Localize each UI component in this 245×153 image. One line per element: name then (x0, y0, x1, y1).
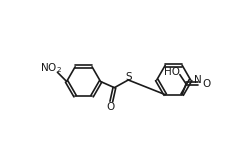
Text: N: N (194, 75, 201, 85)
Text: O: O (106, 102, 115, 112)
Text: NO$_2$: NO$_2$ (39, 62, 61, 75)
Text: HO: HO (164, 67, 180, 77)
Text: O: O (202, 79, 210, 89)
Text: S: S (125, 72, 132, 82)
